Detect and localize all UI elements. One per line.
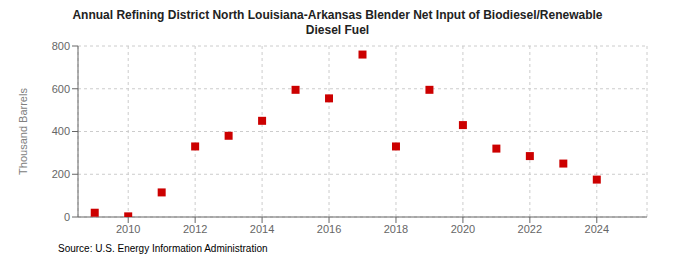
svg-text:2024: 2024 <box>585 223 609 235</box>
svg-text:800: 800 <box>52 40 70 52</box>
svg-text:2014: 2014 <box>250 223 274 235</box>
svg-text:400: 400 <box>52 125 70 137</box>
svg-text:2012: 2012 <box>183 223 207 235</box>
svg-text:2018: 2018 <box>384 223 408 235</box>
svg-text:2010: 2010 <box>116 223 140 235</box>
svg-text:2016: 2016 <box>317 223 341 235</box>
svg-text:Thousand Barrels: Thousand Barrels <box>17 88 29 175</box>
html-text:Source: U.S. Energy Informatio: Source: U.S. Energy Information Administ… <box>58 243 268 254</box>
svg-text:200: 200 <box>52 168 70 180</box>
svg-text:0: 0 <box>64 211 70 223</box>
html-text:Annual Refining District North: Annual Refining District North Louisiana… <box>72 8 603 37</box>
svg-text:2022: 2022 <box>518 223 542 235</box>
svg-text:600: 600 <box>52 83 70 95</box>
svg-text:2020: 2020 <box>451 223 475 235</box>
